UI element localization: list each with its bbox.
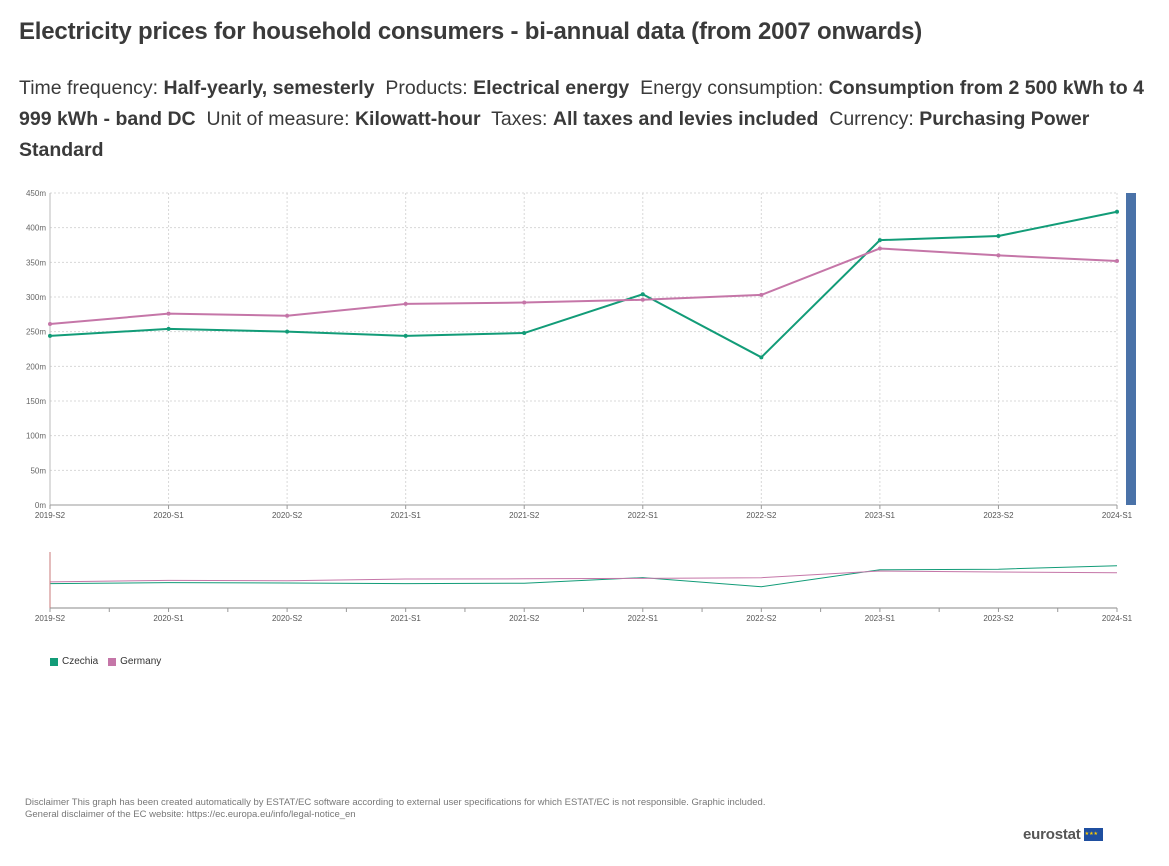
data-point-czechia[interactable]	[285, 329, 290, 334]
series-line-germany[interactable]	[49, 247, 1118, 326]
subtitle-products: Products: Electrical energy	[385, 77, 630, 99]
x-tick-label: 2023-S1	[865, 511, 896, 520]
data-point-germany[interactable]	[640, 297, 645, 302]
navigator-x-tick-label: 2024-S1	[1102, 614, 1133, 623]
legend-item-czechia[interactable]: Czechia	[50, 656, 98, 667]
subtitle-unit: Unit of measure: Kilowatt-hour	[206, 108, 481, 130]
subtitle-currency: Currency: Purchasing Power Standard	[19, 108, 1090, 161]
x-tick-label: 2024-S1	[1102, 511, 1133, 520]
logo-text: eurostat	[1023, 826, 1081, 843]
main-line-chart[interactable]: 0m 50m 100m 150m 200m 250m 300m 350m 400m 450m 201…	[0, 180, 1169, 525]
y-tick-label: 250m	[26, 328, 46, 337]
legend-label-czechia: Czechia	[62, 656, 99, 667]
data-point-germany[interactable]	[877, 246, 882, 251]
navigator-x-tick-label: 2021-S2	[509, 614, 540, 623]
y-tick-label: 100m	[26, 432, 46, 441]
y-tick-label: 0m	[35, 501, 46, 510]
data-point-germany[interactable]	[403, 301, 408, 306]
eu-flag-icon	[1083, 828, 1103, 841]
x-tick-label: 2023-S2	[983, 511, 1014, 520]
navigator-chart[interactable]: 2019-S2 2020-S1 2020-S2 2021-S1 2021-S2 2022-…	[0, 540, 1169, 630]
data-point-czechia[interactable]	[996, 233, 1001, 238]
data-point-czechia[interactable]	[166, 326, 171, 331]
chart-subtitle: Time frequency: Half-yearly, semesterly …	[19, 73, 1154, 166]
x-tick-label: 2020-S1	[153, 511, 184, 520]
navigator-line-czechia	[49, 565, 1118, 588]
data-point-czechia[interactable]	[877, 238, 882, 243]
series-line-czechia[interactable]	[49, 210, 1118, 359]
navigator-x-tick-label: 2022-S2	[746, 614, 777, 623]
chart-title: Electricity prices for household consume…	[19, 18, 923, 45]
subtitle-energy-consumption: Energy consumption: Consumption from 2 5…	[19, 77, 1144, 130]
x-tick-label: 2020-S2	[272, 511, 303, 520]
y-tick-label: 300m	[26, 293, 46, 302]
data-point-germany[interactable]	[1115, 258, 1119, 263]
data-point-czechia[interactable]	[403, 333, 408, 338]
data-point-czechia[interactable]	[522, 331, 527, 336]
navigator-x-tick-label: 2023-S2	[983, 614, 1014, 623]
y-tick-label: 150m	[26, 397, 46, 406]
x-tick-label: 2021-S1	[391, 511, 422, 520]
vertical-scrollbar[interactable]	[1126, 193, 1136, 505]
data-point-germany[interactable]	[48, 322, 52, 327]
data-point-germany[interactable]	[166, 311, 171, 316]
subtitle-time-frequency: Time frequency: Half-yearly, semesterly	[19, 77, 375, 99]
x-tick-label: 2019-S2	[35, 511, 66, 520]
navigator-x-tick-label: 2023-S1	[865, 614, 896, 623]
x-tick-label: 2022-S1	[628, 511, 659, 520]
navigator-x-tick-label: 2020-S1	[153, 614, 184, 623]
disclaimer: Disclaimer This graph has been created a…	[25, 797, 765, 821]
legend-swatch-germany	[108, 657, 117, 666]
legend-label-germany: Germany	[120, 656, 162, 667]
disclaimer-line-2: General disclaimer of the EC website: ht…	[25, 809, 356, 820]
data-point-germany[interactable]	[759, 292, 764, 297]
data-point-czechia[interactable]	[1115, 209, 1119, 214]
eurostat-logo[interactable]: eurostat	[1023, 826, 1103, 843]
navigator-x-tick-label: 2019-S2	[35, 614, 66, 623]
navigator-line-germany	[49, 570, 1118, 583]
legend-swatch-czechia	[50, 657, 58, 666]
data-point-czechia[interactable]	[48, 333, 52, 338]
navigator-x-tick-label: 2020-S2	[272, 614, 303, 623]
legend-item-germany[interactable]: Germany	[108, 656, 161, 667]
x-tick-label: 2022-S2	[746, 511, 777, 520]
data-point-czechia[interactable]	[759, 355, 764, 360]
data-point-germany[interactable]	[996, 253, 1001, 258]
data-point-czechia[interactable]	[640, 292, 645, 297]
y-tick-label: 350m	[26, 258, 46, 267]
disclaimer-line-1: Disclaimer This graph has been created a…	[25, 797, 766, 808]
data-point-germany[interactable]	[522, 300, 527, 305]
navigator-x-tick-label: 2021-S1	[391, 614, 422, 623]
y-tick-label: 50m	[30, 466, 46, 475]
y-tick-label: 450m	[26, 189, 46, 198]
data-point-germany[interactable]	[285, 313, 290, 318]
navigator-x-tick-label: 2022-S1	[628, 614, 659, 623]
y-tick-label: 400m	[26, 224, 46, 233]
subtitle-taxes: Taxes: All taxes and levies included	[491, 108, 819, 130]
chart-legend: Czechia Germany	[50, 656, 161, 667]
y-tick-label: 200m	[26, 362, 46, 371]
x-tick-label: 2021-S2	[509, 511, 540, 520]
